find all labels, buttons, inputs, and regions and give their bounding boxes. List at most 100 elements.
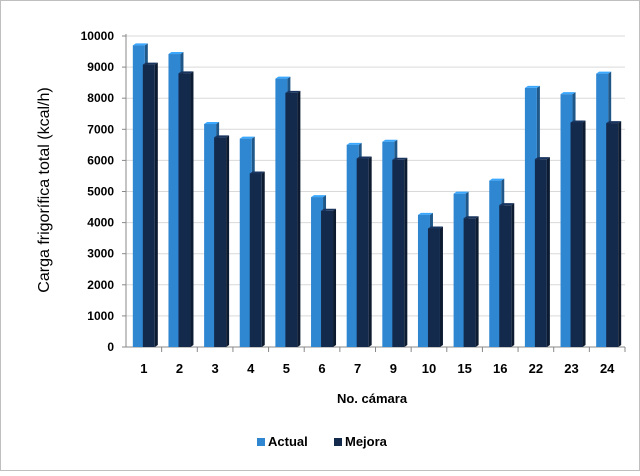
y-tick-label: 7000 xyxy=(87,122,114,136)
bar-actual-23 xyxy=(560,94,573,347)
bar-side-mejora xyxy=(546,157,550,347)
bar-top-mejora xyxy=(534,157,550,160)
bar-top-mejora xyxy=(249,171,265,174)
bar-mejora-7 xyxy=(356,158,369,347)
bar-top-actual xyxy=(311,195,327,198)
bar-side-mejora xyxy=(368,156,372,347)
bar-mejora-3 xyxy=(214,137,227,347)
bar-mejora-22 xyxy=(534,159,547,347)
legend-swatch-actual xyxy=(257,438,265,446)
x-tick-label: 2 xyxy=(176,361,183,376)
x-tick-label: 24 xyxy=(600,361,615,376)
bar-top-actual xyxy=(132,43,148,46)
bar-mejora-5 xyxy=(285,92,298,348)
x-tick-label: 3 xyxy=(211,361,218,376)
x-tick-label: 5 xyxy=(283,361,290,376)
bar-actual-7 xyxy=(346,144,359,347)
x-tick-label: 22 xyxy=(529,361,543,376)
bar-top-actual xyxy=(239,136,255,139)
bar-side-mejora xyxy=(190,71,194,347)
bar-actual-9 xyxy=(382,141,395,347)
bar-top-actual xyxy=(560,92,576,95)
bar-top-actual xyxy=(489,178,505,181)
bar-actual-4 xyxy=(239,138,252,347)
y-tick-label: 10000 xyxy=(81,29,115,43)
bar-mejora-1 xyxy=(142,64,155,347)
legend-swatch-mejora xyxy=(334,438,342,446)
x-tick-label: 23 xyxy=(564,361,578,376)
bar-actual-24 xyxy=(596,73,609,348)
legend-label-mejora: Mejora xyxy=(345,434,388,449)
bar-side-mejora xyxy=(226,135,230,347)
bar-mejora-24 xyxy=(606,123,619,347)
bar-top-actual xyxy=(417,212,433,215)
bar-actual-22 xyxy=(524,87,537,347)
x-tick-label: 6 xyxy=(318,361,325,376)
bars xyxy=(132,43,622,348)
bar-top-mejora xyxy=(392,157,408,160)
bar-mejora-4 xyxy=(249,173,262,347)
x-tick-label: 16 xyxy=(493,361,507,376)
bar-top-mejora xyxy=(321,208,337,211)
x-tick-label: 1 xyxy=(140,361,147,376)
y-tick-label: 3000 xyxy=(87,247,114,261)
bar-top-mejora xyxy=(463,216,479,219)
bar-side-mejora xyxy=(154,62,158,347)
bar-top-mejora xyxy=(178,71,194,74)
y-tick-label: 4000 xyxy=(87,216,114,230)
bar-top-mejora xyxy=(606,121,622,124)
bar-actual-2 xyxy=(168,54,181,348)
x-tick-label: 9 xyxy=(390,361,397,376)
bar-side-mejora xyxy=(511,203,515,347)
y-tick-label: 6000 xyxy=(87,153,114,167)
x-axis-label: No. cámara xyxy=(337,391,408,406)
bar-top-actual xyxy=(204,122,220,125)
y-tick-label: 9000 xyxy=(87,60,114,74)
bar-actual-10 xyxy=(417,214,430,347)
y-tick-labels: 0 1000 2000 3000 4000 5000 6000 7000 8000 9000 100… xyxy=(81,29,115,354)
bar-top-mejora xyxy=(356,156,372,159)
bar-top-actual xyxy=(524,85,540,88)
bar-top-mejora xyxy=(427,226,443,229)
x-tick-label: 4 xyxy=(247,361,255,376)
y-tick-label: 5000 xyxy=(87,185,114,199)
bar-actual-5 xyxy=(275,78,288,348)
bar-mejora-23 xyxy=(570,122,583,347)
x-tick-labels: 1 2 3 4 5 6 7 9 10 15 16 22 23 24 xyxy=(140,361,615,376)
y-tick-label: 2000 xyxy=(87,278,114,292)
bar-top-mejora xyxy=(285,90,301,93)
bar-mejora-15 xyxy=(463,218,476,347)
bar-top-actual xyxy=(596,71,612,74)
bar-actual-15 xyxy=(453,193,466,347)
bar-actual-16 xyxy=(489,180,502,347)
bar-side-mejora xyxy=(582,120,586,347)
bar-top-mejora xyxy=(570,120,586,123)
bar-side-mejora xyxy=(475,216,479,347)
bar-mejora-10 xyxy=(427,228,440,347)
legend-label-actual: Actual xyxy=(268,434,308,449)
bar-mejora-16 xyxy=(499,205,512,347)
bar-mejora-9 xyxy=(392,159,405,347)
bar-mejora-6 xyxy=(321,210,334,347)
x-tick-label: 10 xyxy=(422,361,436,376)
bar-top-actual xyxy=(275,76,291,79)
x-tick-label: 7 xyxy=(354,361,361,376)
bar-actual-3 xyxy=(204,124,217,347)
bar-top-mejora xyxy=(142,62,158,65)
legend: Actual Mejora xyxy=(257,434,388,449)
bar-top-actual xyxy=(453,191,469,194)
y-axis-label: Carga frigorífica total (kcal/h) xyxy=(36,87,53,292)
bar-top-actual xyxy=(346,142,362,145)
bar-side-mejora xyxy=(333,208,337,347)
x-tick-label: 15 xyxy=(457,361,471,376)
bar-side-mejora xyxy=(261,171,265,347)
bar-top-actual xyxy=(382,139,398,142)
bar-side-mejora xyxy=(618,121,622,347)
bar-actual-6 xyxy=(311,197,324,347)
bar-top-mejora xyxy=(214,135,230,138)
bar-actual-1 xyxy=(132,45,145,348)
y-tick-label: 8000 xyxy=(87,91,114,105)
bar-side-mejora xyxy=(404,157,408,347)
